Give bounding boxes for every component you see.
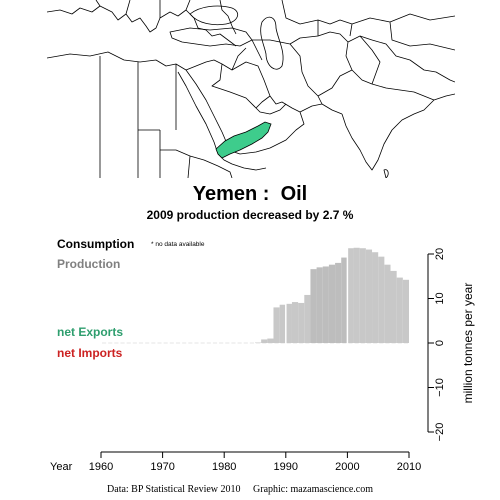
turkey-outline (169, 27, 253, 47)
pakistan-coast (299, 103, 343, 115)
region-map (47, 0, 455, 178)
y-tick-label: 20 (434, 248, 446, 260)
india-outline (341, 35, 455, 171)
legend-net-exports: net Exports (57, 325, 123, 339)
production-bar (316, 267, 323, 343)
y-tick-label: −20 (434, 423, 446, 442)
middle-east-borders (185, 59, 305, 155)
production-bar (267, 338, 274, 343)
production-bar (298, 302, 305, 343)
north-africa-coast (47, 51, 187, 71)
x-tick-label: 1990 (274, 461, 298, 473)
production-bar (273, 307, 280, 343)
legend-net-imports: net Imports (57, 346, 123, 360)
production-bar (304, 294, 311, 343)
plot-area (102, 245, 409, 344)
x-tick-label: 1960 (89, 461, 113, 473)
x-axis-label: Year (50, 461, 73, 473)
legend-no-data-note: * no data available (151, 241, 205, 248)
x-tick-label: 1970 (150, 461, 174, 473)
production-bar (255, 342, 262, 344)
production-bar (365, 249, 373, 343)
black-sea (189, 5, 239, 26)
production-bar (384, 264, 391, 343)
y-axis-label: million tonnes per year (461, 283, 475, 404)
yemen-highlight (215, 121, 272, 159)
central-asia-borders (281, 0, 455, 51)
horn-of-africa (160, 149, 267, 178)
legend-consumption: Consumption (57, 237, 134, 251)
y-tick-label: −10 (434, 378, 446, 397)
saudi-borders (211, 39, 263, 109)
production-bar (372, 252, 379, 343)
europe-inner (95, 0, 237, 35)
europe-coastline (47, 5, 237, 47)
production-bar (396, 277, 403, 343)
y-tick-label: 0 (434, 340, 446, 346)
caspian-sea (260, 16, 284, 70)
x-axis-ticks: 1960 1970 1980 1990 2000 2010 (89, 452, 421, 473)
legend-production: Production (57, 257, 120, 271)
production-bars (255, 245, 409, 344)
gulf-coast (255, 95, 287, 115)
egypt-libya-borders (99, 56, 177, 178)
production-bar (322, 266, 329, 343)
red-sea (177, 69, 229, 155)
x-tick-label: 2010 (397, 461, 421, 473)
y-axis: −20 −10 0 10 20 (427, 248, 446, 441)
production-bar (359, 248, 366, 343)
production-bar (291, 302, 299, 343)
production-bar (279, 304, 286, 343)
production-bar (261, 339, 268, 343)
production-bar (378, 256, 385, 343)
production-bar (402, 279, 409, 343)
production-bar (310, 269, 317, 343)
himalaya-borders (371, 39, 455, 83)
iran-afghanistan-borders (252, 31, 373, 105)
footer-credit: Data: BP Statistical Review 2010 Graphic… (107, 484, 373, 495)
x-tick-label: 2000 (335, 461, 359, 473)
production-bar (341, 257, 348, 343)
x-tick-label: 1980 (212, 461, 236, 473)
y-tick-label: 10 (434, 292, 446, 304)
y-axis-ticks: −20 −10 0 10 20 (428, 248, 446, 441)
production-bar (390, 270, 397, 343)
chart-title: Yemen : Oil (193, 183, 307, 205)
production-bar (335, 262, 342, 343)
production-bar (285, 303, 292, 343)
x-axis: 1960 1970 1980 1990 2000 2010 (89, 451, 421, 473)
production-bar (353, 247, 360, 343)
sri-lanka (383, 169, 389, 178)
chart-subtitle: 2009 production decreased by 2.7 % (147, 208, 354, 222)
production-bar (328, 264, 336, 343)
production-bar (347, 248, 354, 343)
